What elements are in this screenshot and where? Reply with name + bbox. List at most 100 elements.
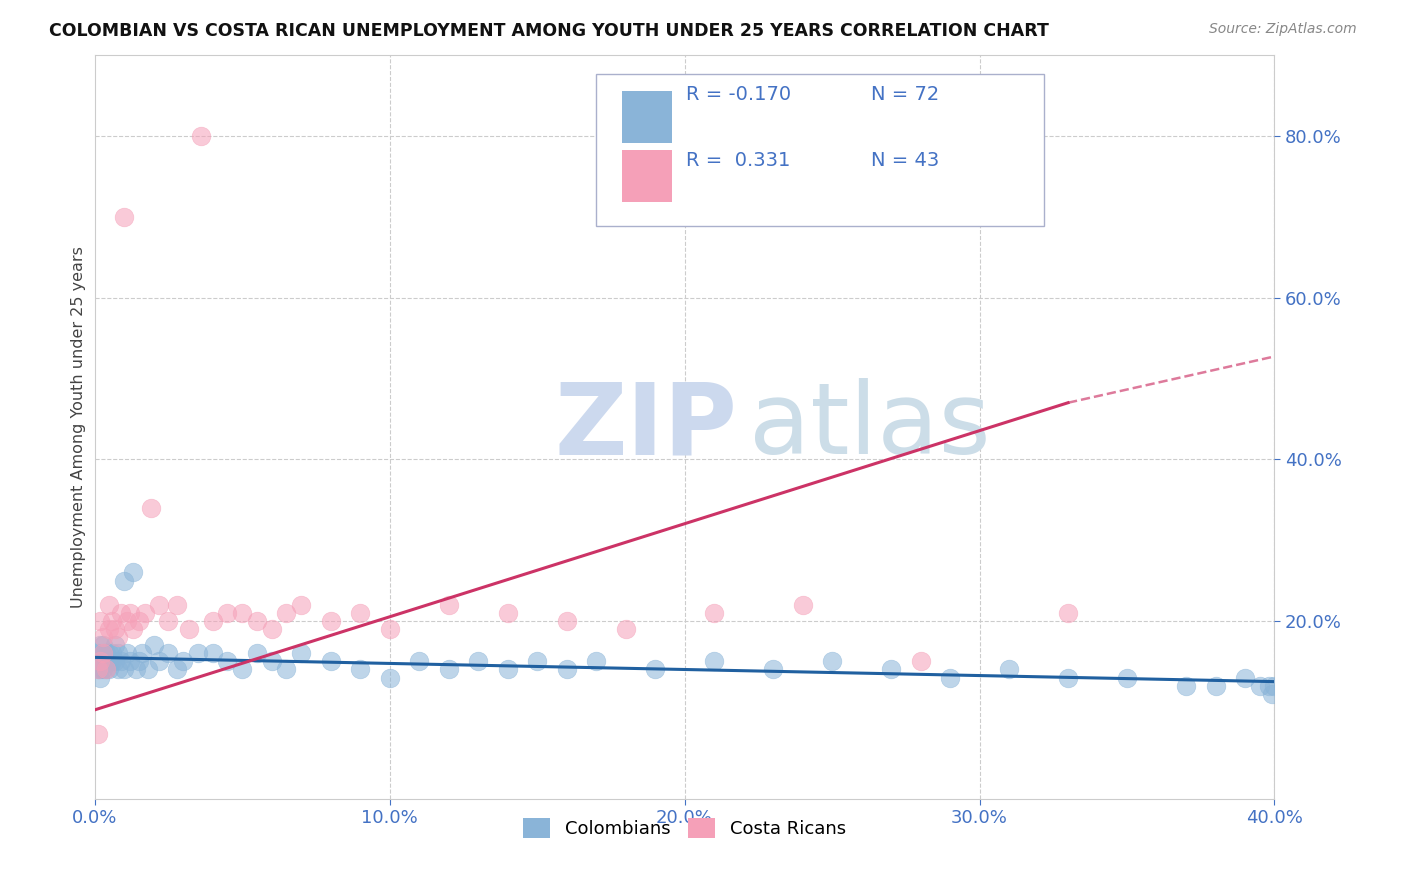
Point [1260,687,1282,701]
Point [89,654,111,668]
Point [260,622,283,636]
Point [98,646,121,660]
Point [157,614,180,628]
Point [555,614,578,628]
Point [118,606,141,620]
Point [349,606,371,620]
Point [555,663,578,677]
Point [1116,671,1139,685]
Point [128,614,150,628]
Text: atlas: atlas [749,378,991,475]
Text: N = 43: N = 43 [872,152,939,170]
Point [217,606,239,620]
Point [1205,679,1227,693]
Point [166,598,188,612]
Point [96,654,118,668]
Point [378,622,401,636]
Point [408,654,430,668]
Point [110,654,132,668]
Point [177,622,200,636]
Point [290,646,312,660]
Text: COLOMBIAN VS COSTA RICAN UNEMPLOYMENT AMONG YOUTH UNDER 25 YEARS CORRELATION CHA: COLOMBIAN VS COSTA RICAN UNEMPLOYMENT AM… [49,22,1049,40]
Point [93,663,115,677]
Point [112,663,135,677]
Point [939,671,962,685]
Point [101,646,124,660]
Point [86,727,108,741]
Point [467,654,489,668]
Point [526,654,548,668]
Point [319,654,342,668]
Point [1057,671,1080,685]
Point [496,663,519,677]
Point [112,574,135,588]
Point [128,654,150,668]
Point [101,614,124,628]
Point [125,663,148,677]
Text: R =  0.331: R = 0.331 [686,152,790,170]
Point [148,654,170,668]
Point [89,663,111,677]
Point [260,654,283,668]
Point [122,566,145,580]
Point [614,622,637,636]
Point [89,671,111,685]
Point [86,646,108,660]
Point [1233,671,1256,685]
Point [231,606,253,620]
FancyBboxPatch shape [596,74,1045,227]
Point [496,606,519,620]
Point [246,614,269,628]
Point [201,614,224,628]
Point [703,606,725,620]
Point [998,663,1021,677]
Point [98,654,121,668]
Point [187,646,209,660]
Y-axis label: Unemployment Among Youth under 25 years: Unemployment Among Youth under 25 years [72,246,86,608]
Point [1249,679,1271,693]
Point [217,654,239,668]
Point [89,638,111,652]
Point [585,654,607,668]
Text: Source: ZipAtlas.com: Source: ZipAtlas.com [1209,22,1357,37]
Point [104,622,127,636]
Point [86,663,108,677]
Point [290,598,312,612]
Point [644,663,666,677]
Point [86,654,108,668]
Point [910,654,932,668]
Point [93,654,115,668]
Point [118,654,141,668]
Point [93,646,115,660]
Point [378,671,401,685]
Point [246,646,269,660]
Point [107,646,129,660]
Point [89,654,111,668]
Point [104,638,127,652]
Point [107,630,129,644]
Point [276,663,298,677]
Point [276,606,298,620]
Point [1175,679,1198,693]
Point [86,663,108,677]
Text: N = 72: N = 72 [872,86,939,104]
Point [93,638,115,652]
Point [98,622,121,636]
Point [349,663,371,677]
Point [201,646,224,660]
Point [101,654,124,668]
Point [98,663,121,677]
FancyBboxPatch shape [621,91,672,143]
Point [96,663,118,677]
Point [139,500,162,515]
Point [115,646,138,660]
Point [93,630,115,644]
Point [134,606,156,620]
Point [703,654,725,668]
Point [319,614,342,628]
Point [172,654,194,668]
FancyBboxPatch shape [621,150,672,202]
Point [792,598,814,612]
Point [89,614,111,628]
Point [1057,606,1080,620]
